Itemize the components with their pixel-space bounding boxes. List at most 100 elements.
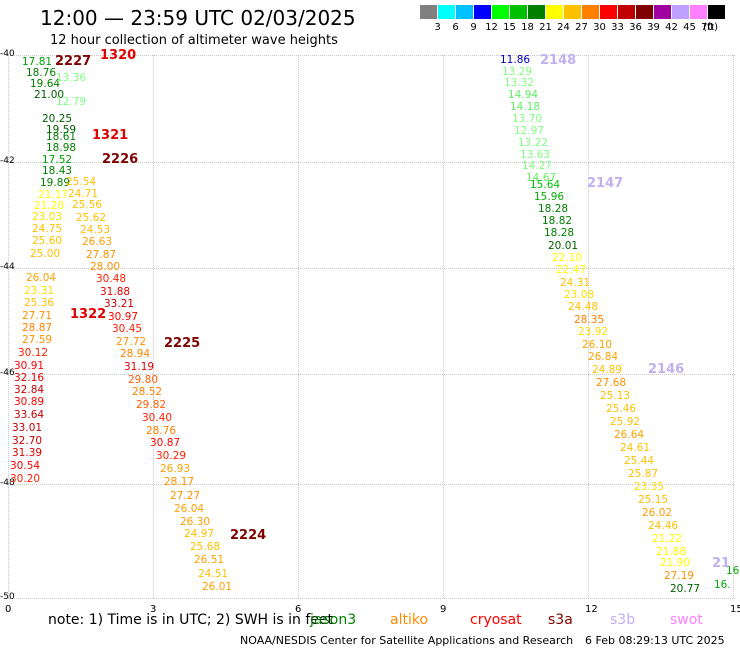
wave-height-value: 13.32 [504, 77, 535, 89]
wave-height-value: 23.35 [634, 481, 665, 493]
color-scale-label: 70 [701, 22, 714, 33]
wave-height-value: 25.54 [66, 176, 97, 188]
latitude-tick-label: -50 [0, 592, 15, 602]
wave-height-value: 24.31 [560, 277, 591, 289]
wave-height-value: 30.89 [14, 396, 45, 408]
latitude-tick-label: -42 [0, 156, 15, 166]
wave-height-value: 25.62 [76, 212, 107, 224]
track-number-label: 2226 [102, 152, 139, 167]
wave-height-value: 26.30 [180, 516, 211, 528]
wave-height-value: 27.72 [116, 336, 147, 348]
color-scale-label: 39 [647, 22, 660, 33]
legend-item-s3a: s3a [548, 612, 573, 628]
wave-height-value: 14.94 [508, 89, 539, 101]
wave-height-value: 18.76 [26, 67, 57, 79]
wave-height-value: 18.61 [46, 131, 77, 143]
wave-height-value: 26.64 [614, 429, 645, 441]
wave-height-value: 13.63 [520, 149, 551, 161]
track-number-label: 1321 [92, 128, 129, 143]
wave-height-value: 24.61 [620, 442, 651, 454]
wave-height-value: 16 [726, 565, 740, 577]
color-scale-swatch [672, 5, 689, 19]
wave-height-value: 33.01 [12, 422, 43, 434]
wave-height-value: 33.21 [104, 298, 135, 310]
wave-height-value: 30.97 [108, 311, 139, 323]
track-number-label: 2146 [648, 362, 685, 377]
wave-height-value: 19.89 [40, 177, 71, 189]
grid-line-horizontal [8, 55, 735, 56]
wave-height-value: 25.15 [638, 494, 669, 506]
wave-height-value: 24.48 [568, 301, 599, 313]
wave-height-value: 22.47 [556, 264, 587, 276]
color-scale-label: 9 [470, 22, 477, 33]
track-number-label: 1320 [100, 48, 137, 63]
wave-height-value: 28.17 [164, 476, 195, 488]
wave-height-value: 23.31 [24, 285, 55, 297]
wave-height-value: 30.91 [14, 360, 45, 372]
footnote: note: 1) Time is in UTC; 2) SWH is in fe… [48, 612, 334, 628]
color-scale-label: 36 [629, 22, 642, 33]
wave-height-value: 18.43 [42, 165, 73, 177]
wave-height-value: 27.71 [22, 310, 53, 322]
wave-height-value: 25.92 [610, 416, 641, 428]
wave-height-value: 25.00 [30, 248, 61, 260]
wave-height-value: 26.01 [202, 581, 233, 593]
color-scale-swatch [600, 5, 617, 19]
wave-height-value: 13.29 [502, 66, 533, 78]
grid-line-vertical [8, 55, 9, 598]
wave-height-value: 28.52 [132, 386, 163, 398]
wave-height-value: 30.87 [150, 437, 181, 449]
hour-tick-label: 6 [295, 604, 302, 615]
color-scale-swatch [690, 5, 707, 19]
wave-height-value: 18.28 [538, 203, 569, 215]
wave-height-value: 21.17 [38, 189, 69, 201]
wave-height-value: 21.22 [652, 533, 683, 545]
wave-height-value: 28.00 [90, 261, 121, 273]
wave-height-value: 31.88 [100, 286, 131, 298]
color-scale-label: 27 [575, 22, 588, 33]
grid-line-horizontal [8, 374, 735, 375]
track-number-label: 2148 [540, 53, 577, 68]
wave-height-value: 25.68 [190, 541, 221, 553]
latitude-tick-label: -48 [0, 478, 15, 488]
grid-line-horizontal [8, 268, 735, 269]
wave-height-value: 25.56 [72, 199, 103, 211]
color-scale-label: 24 [557, 22, 570, 33]
color-scale-swatch [438, 5, 455, 19]
legend-item-swot: swot [670, 612, 703, 628]
wave-height-value: 21.90 [660, 557, 691, 569]
wave-height-value: 25.87 [628, 468, 659, 480]
wave-height-value: 22.10 [552, 252, 583, 264]
hour-tick-label: 3 [150, 604, 157, 615]
color-scale-swatch [582, 5, 599, 19]
grid-line-horizontal [8, 598, 735, 599]
footer-timestamp: 6 Feb 08:29:13 UTC 2025 [585, 634, 725, 647]
wave-height-value: 18.28 [544, 227, 575, 239]
footer-credit: NOAA/NESDIS Center for Satellite Applica… [240, 634, 574, 647]
wave-height-value: 26.02 [642, 507, 673, 519]
wave-height-value: 27.27 [170, 490, 201, 502]
wave-height-value: 25.46 [606, 403, 637, 415]
wave-height-value: 14.67 [526, 172, 557, 184]
grid-line-horizontal [8, 162, 735, 163]
color-scale-unit: (ft) [703, 22, 719, 33]
wave-height-value: 26.04 [174, 503, 205, 515]
wave-height-value: 29.82 [136, 399, 167, 411]
wave-height-value: 25.60 [32, 235, 63, 247]
color-scale-swatch [708, 5, 725, 19]
wave-height-value: 24.53 [80, 224, 111, 236]
color-scale-label: 21 [539, 22, 552, 33]
map-plot-area [8, 55, 735, 599]
wave-height-value: 24.75 [32, 223, 63, 235]
track-number-label: 2227 [55, 54, 92, 69]
wave-height-value: 31.19 [124, 361, 155, 373]
wave-height-value: 24.46 [648, 520, 679, 532]
wave-height-value: 15.64 [530, 179, 561, 191]
wave-height-value: 16. [714, 579, 731, 591]
color-scale-label: 33 [611, 22, 624, 33]
grid-line-vertical [298, 55, 299, 598]
wave-height-value: 14.27 [522, 160, 553, 172]
wave-height-value: 19.64 [30, 78, 61, 90]
wave-height-value: 25.13 [600, 390, 631, 402]
color-scale-label: 18 [521, 22, 534, 33]
